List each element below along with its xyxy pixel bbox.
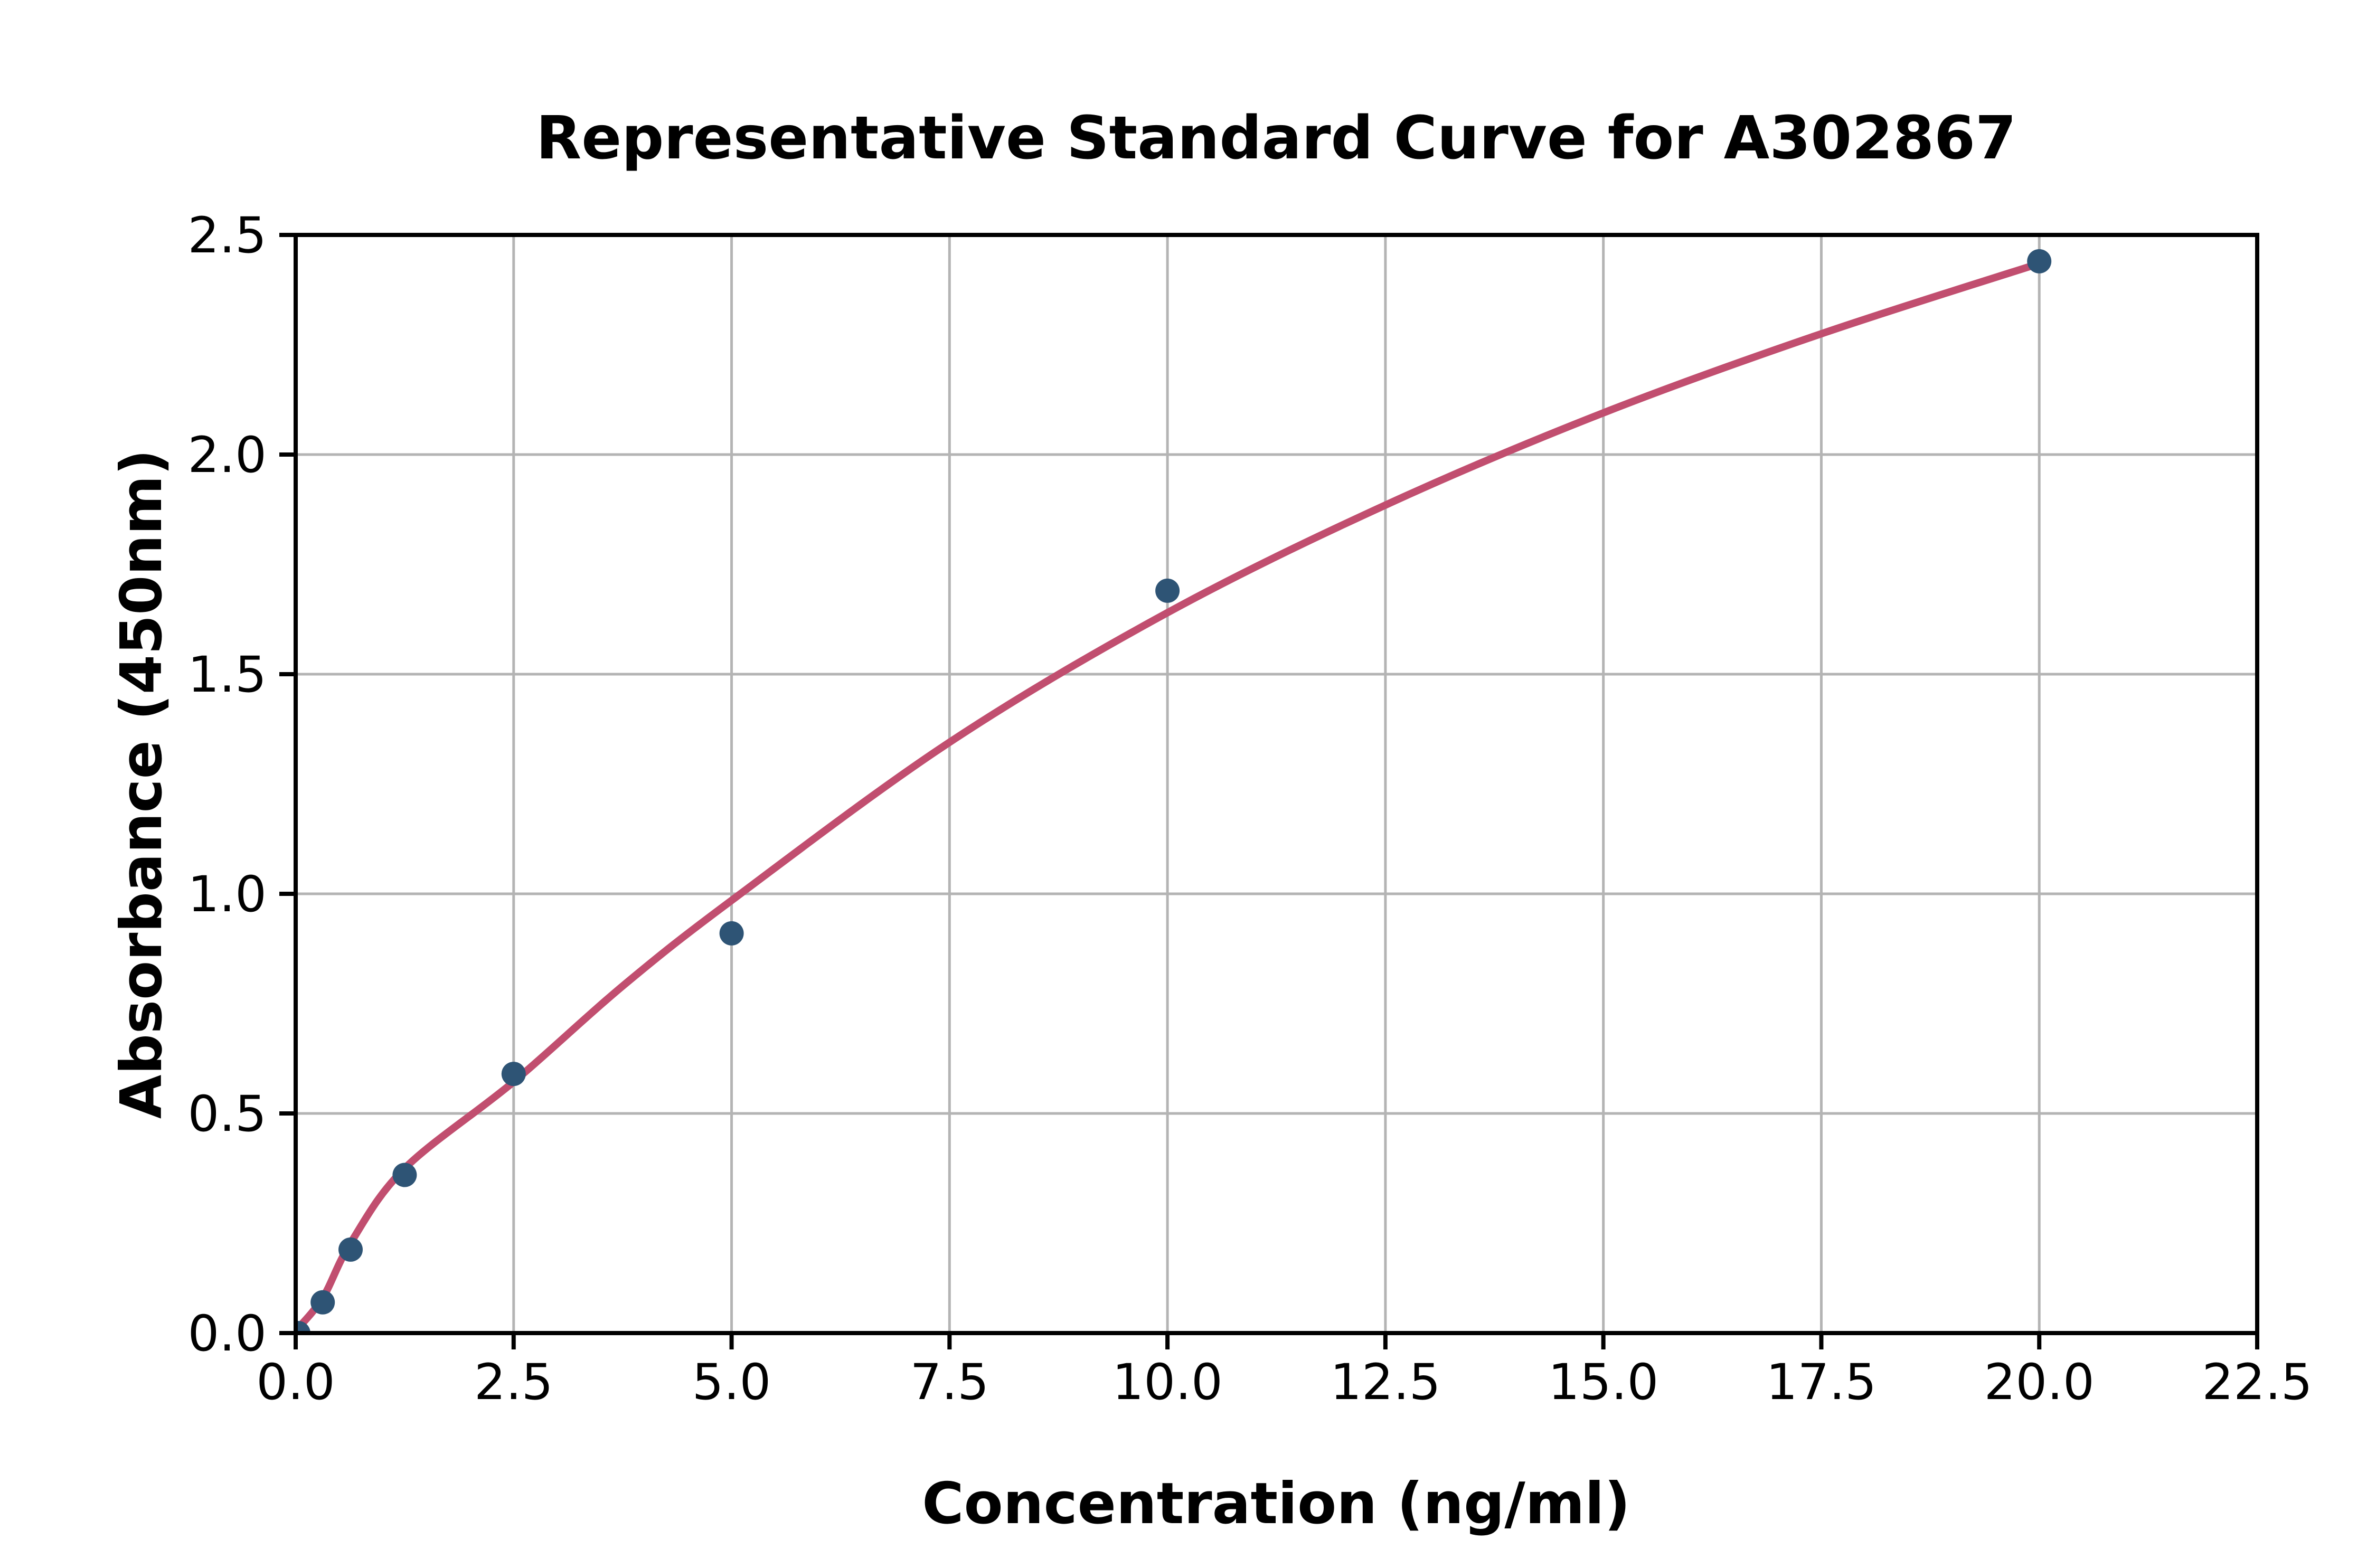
- y-tick-label: 2.5: [188, 207, 267, 265]
- y-tick-label: 1.5: [188, 646, 267, 704]
- data-point: [501, 1062, 526, 1087]
- plot-border: [294, 233, 2259, 1335]
- x-tick-label: 10.0: [1112, 1354, 1222, 1411]
- x-tick-label: 20.0: [1984, 1354, 2095, 1411]
- data-point: [2027, 249, 2052, 273]
- x-tick-label: 5.0: [692, 1354, 771, 1411]
- data-point: [392, 1163, 417, 1187]
- data-point: [719, 921, 744, 946]
- x-tick-label: 17.5: [1766, 1354, 1877, 1411]
- y-axis-label: Absorbance (450nm): [109, 449, 175, 1119]
- axes-layer: 0.0 2.5 5.0 7.5 10.0 12.5 15.0 17.5 20.0 22.5 0.0 0…: [188, 207, 2313, 1411]
- data-layer: [296, 249, 2052, 1333]
- chart-title: Representative Standard Curve for A30286…: [536, 104, 2016, 173]
- tick-labels: 0.0 2.5 5.0 7.5 10.0 12.5 15.0 17.5 20.0 22.5 0.0 0…: [188, 207, 2313, 1411]
- x-tick-label: 2.5: [474, 1354, 553, 1411]
- x-tick-label: 12.5: [1330, 1354, 1440, 1411]
- x-tick-label: 0.0: [256, 1354, 335, 1411]
- data-point: [310, 1290, 335, 1315]
- x-tick-label: 22.5: [2202, 1354, 2312, 1411]
- x-tick-label: 15.0: [1548, 1354, 1658, 1411]
- y-tick-label: 0.0: [188, 1305, 267, 1363]
- x-axis-label: Concentration (ng/ml): [922, 1471, 1630, 1537]
- tick-marks: [279, 233, 2259, 1349]
- data-point: [296, 1321, 310, 1333]
- y-tick-label: 0.5: [188, 1085, 267, 1143]
- y-tick-label: 2.0: [188, 427, 267, 484]
- x-tick-label: 7.5: [910, 1354, 989, 1411]
- data-point: [338, 1237, 363, 1262]
- data-point: [1155, 578, 1180, 603]
- scatter-points: [296, 249, 2052, 1333]
- y-tick-label: 1.0: [188, 866, 267, 923]
